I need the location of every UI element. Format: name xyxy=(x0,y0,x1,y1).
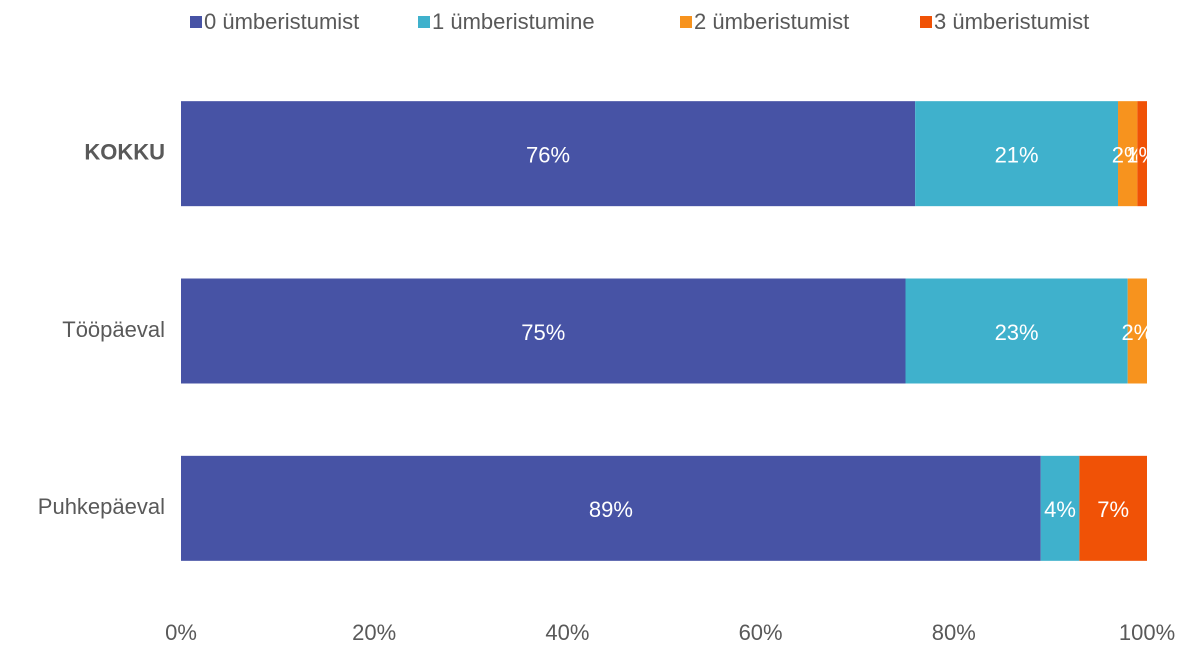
data-label: 75% xyxy=(521,320,565,345)
legend-label: 2 ümberistumist xyxy=(694,9,849,34)
data-label: 76% xyxy=(526,142,570,167)
bar-segment xyxy=(905,278,1128,384)
bar-segment xyxy=(1118,101,1138,207)
x-tick-label: 80% xyxy=(932,620,976,645)
bar-segment xyxy=(1127,278,1147,384)
legend-swatch xyxy=(680,16,692,28)
data-label: 4% xyxy=(1044,497,1076,522)
legend-swatch xyxy=(190,16,202,28)
x-tick-label: 60% xyxy=(739,620,783,645)
bar-segment xyxy=(181,455,1041,561)
data-label: 2% xyxy=(1121,320,1153,345)
legend-swatch xyxy=(418,16,430,28)
data-label: 21% xyxy=(995,142,1039,167)
x-tick-label: 100% xyxy=(1119,620,1175,645)
x-tick-label: 40% xyxy=(545,620,589,645)
data-label: 89% xyxy=(589,497,633,522)
legend-swatch xyxy=(920,16,932,28)
data-label: 7% xyxy=(1097,497,1129,522)
bar-segment xyxy=(1079,455,1147,561)
y-tick-label: Puhkepäeval xyxy=(38,494,165,519)
legend-label: 0 ümberistumist xyxy=(204,9,359,34)
bar-segment xyxy=(1040,455,1080,561)
x-tick-label: 20% xyxy=(352,620,396,645)
legend-label: 1 ümberistumine xyxy=(432,9,595,34)
y-tick-label: KOKKU xyxy=(84,139,165,164)
x-tick-label: 0% xyxy=(165,620,197,645)
data-label: 23% xyxy=(995,320,1039,345)
legend-label: 3 ümberistumist xyxy=(934,9,1089,34)
y-tick-label: Tööpäeval xyxy=(62,317,165,342)
bar-segment xyxy=(181,101,916,207)
bar-segment xyxy=(1137,101,1147,207)
data-label: 1% xyxy=(1126,142,1158,167)
bar-segment xyxy=(181,278,906,384)
bar-segment xyxy=(915,101,1119,207)
